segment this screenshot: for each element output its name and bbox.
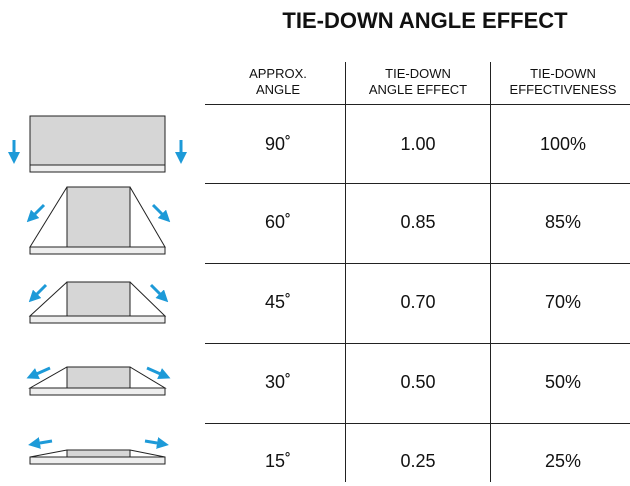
column-header: TIE-DOWN xyxy=(348,66,488,82)
table-cell: 100% xyxy=(493,134,630,155)
table-cell: 85% xyxy=(493,212,630,233)
table-cell: 0.50 xyxy=(348,372,488,393)
title: TIE-DOWN ANGLE EFFECT xyxy=(230,8,620,34)
grid xyxy=(205,62,630,482)
table-cell: 0.25 xyxy=(348,451,488,472)
page: TIE-DOWN ANGLE EFFECT APPROX.ANGLETIE-DO… xyxy=(0,0,630,486)
column-header: EFFECTIVENESS xyxy=(493,82,630,98)
table-cell: 70% xyxy=(493,292,630,313)
table-cell: 90˚ xyxy=(208,134,348,155)
table-cell: 15˚ xyxy=(208,451,348,472)
column-header: APPROX. xyxy=(208,66,348,82)
table-cell: 25% xyxy=(493,451,630,472)
table-cell: 0.70 xyxy=(348,292,488,313)
column-header: ANGLE xyxy=(208,82,348,98)
column-header: TIE-DOWN xyxy=(493,66,630,82)
icons xyxy=(14,116,181,464)
table-cell: 45˚ xyxy=(208,292,348,313)
column-header: ANGLE EFFECT xyxy=(348,82,488,98)
table-cell: 0.85 xyxy=(348,212,488,233)
table-cell: 50% xyxy=(493,372,630,393)
table-cell: 60˚ xyxy=(208,212,348,233)
table-cell: 30˚ xyxy=(208,372,348,393)
table-cell: 1.00 xyxy=(348,134,488,155)
